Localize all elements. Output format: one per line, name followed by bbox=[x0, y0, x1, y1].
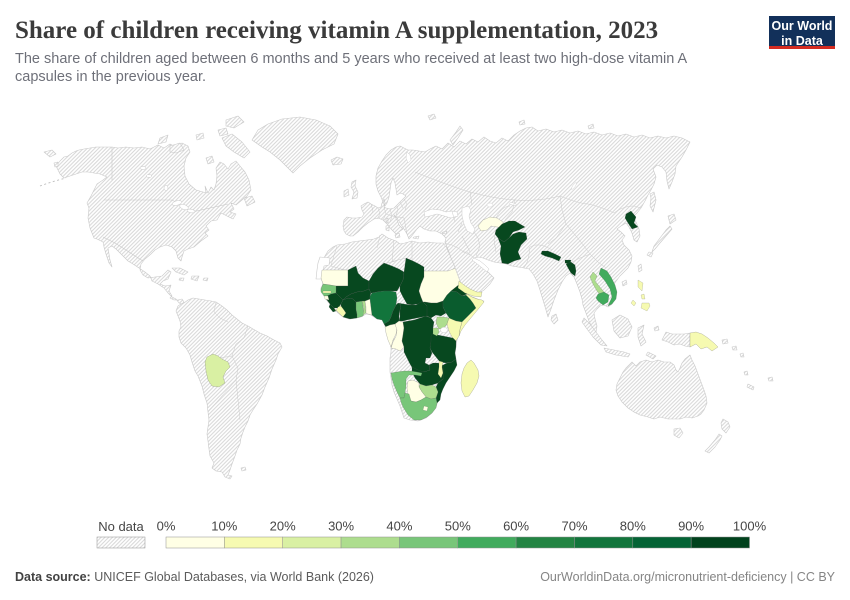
svg-text:0%: 0% bbox=[157, 519, 176, 534]
svg-text:40%: 40% bbox=[386, 519, 412, 534]
svg-text:60%: 60% bbox=[503, 519, 529, 534]
svg-text:10%: 10% bbox=[211, 519, 237, 534]
svg-text:100%: 100% bbox=[733, 519, 767, 534]
svg-text:80%: 80% bbox=[620, 519, 646, 534]
svg-text:90%: 90% bbox=[678, 519, 704, 534]
svg-text:70%: 70% bbox=[561, 519, 587, 534]
svg-text:30%: 30% bbox=[328, 519, 354, 534]
svg-text:50%: 50% bbox=[445, 519, 471, 534]
svg-text:20%: 20% bbox=[270, 519, 296, 534]
